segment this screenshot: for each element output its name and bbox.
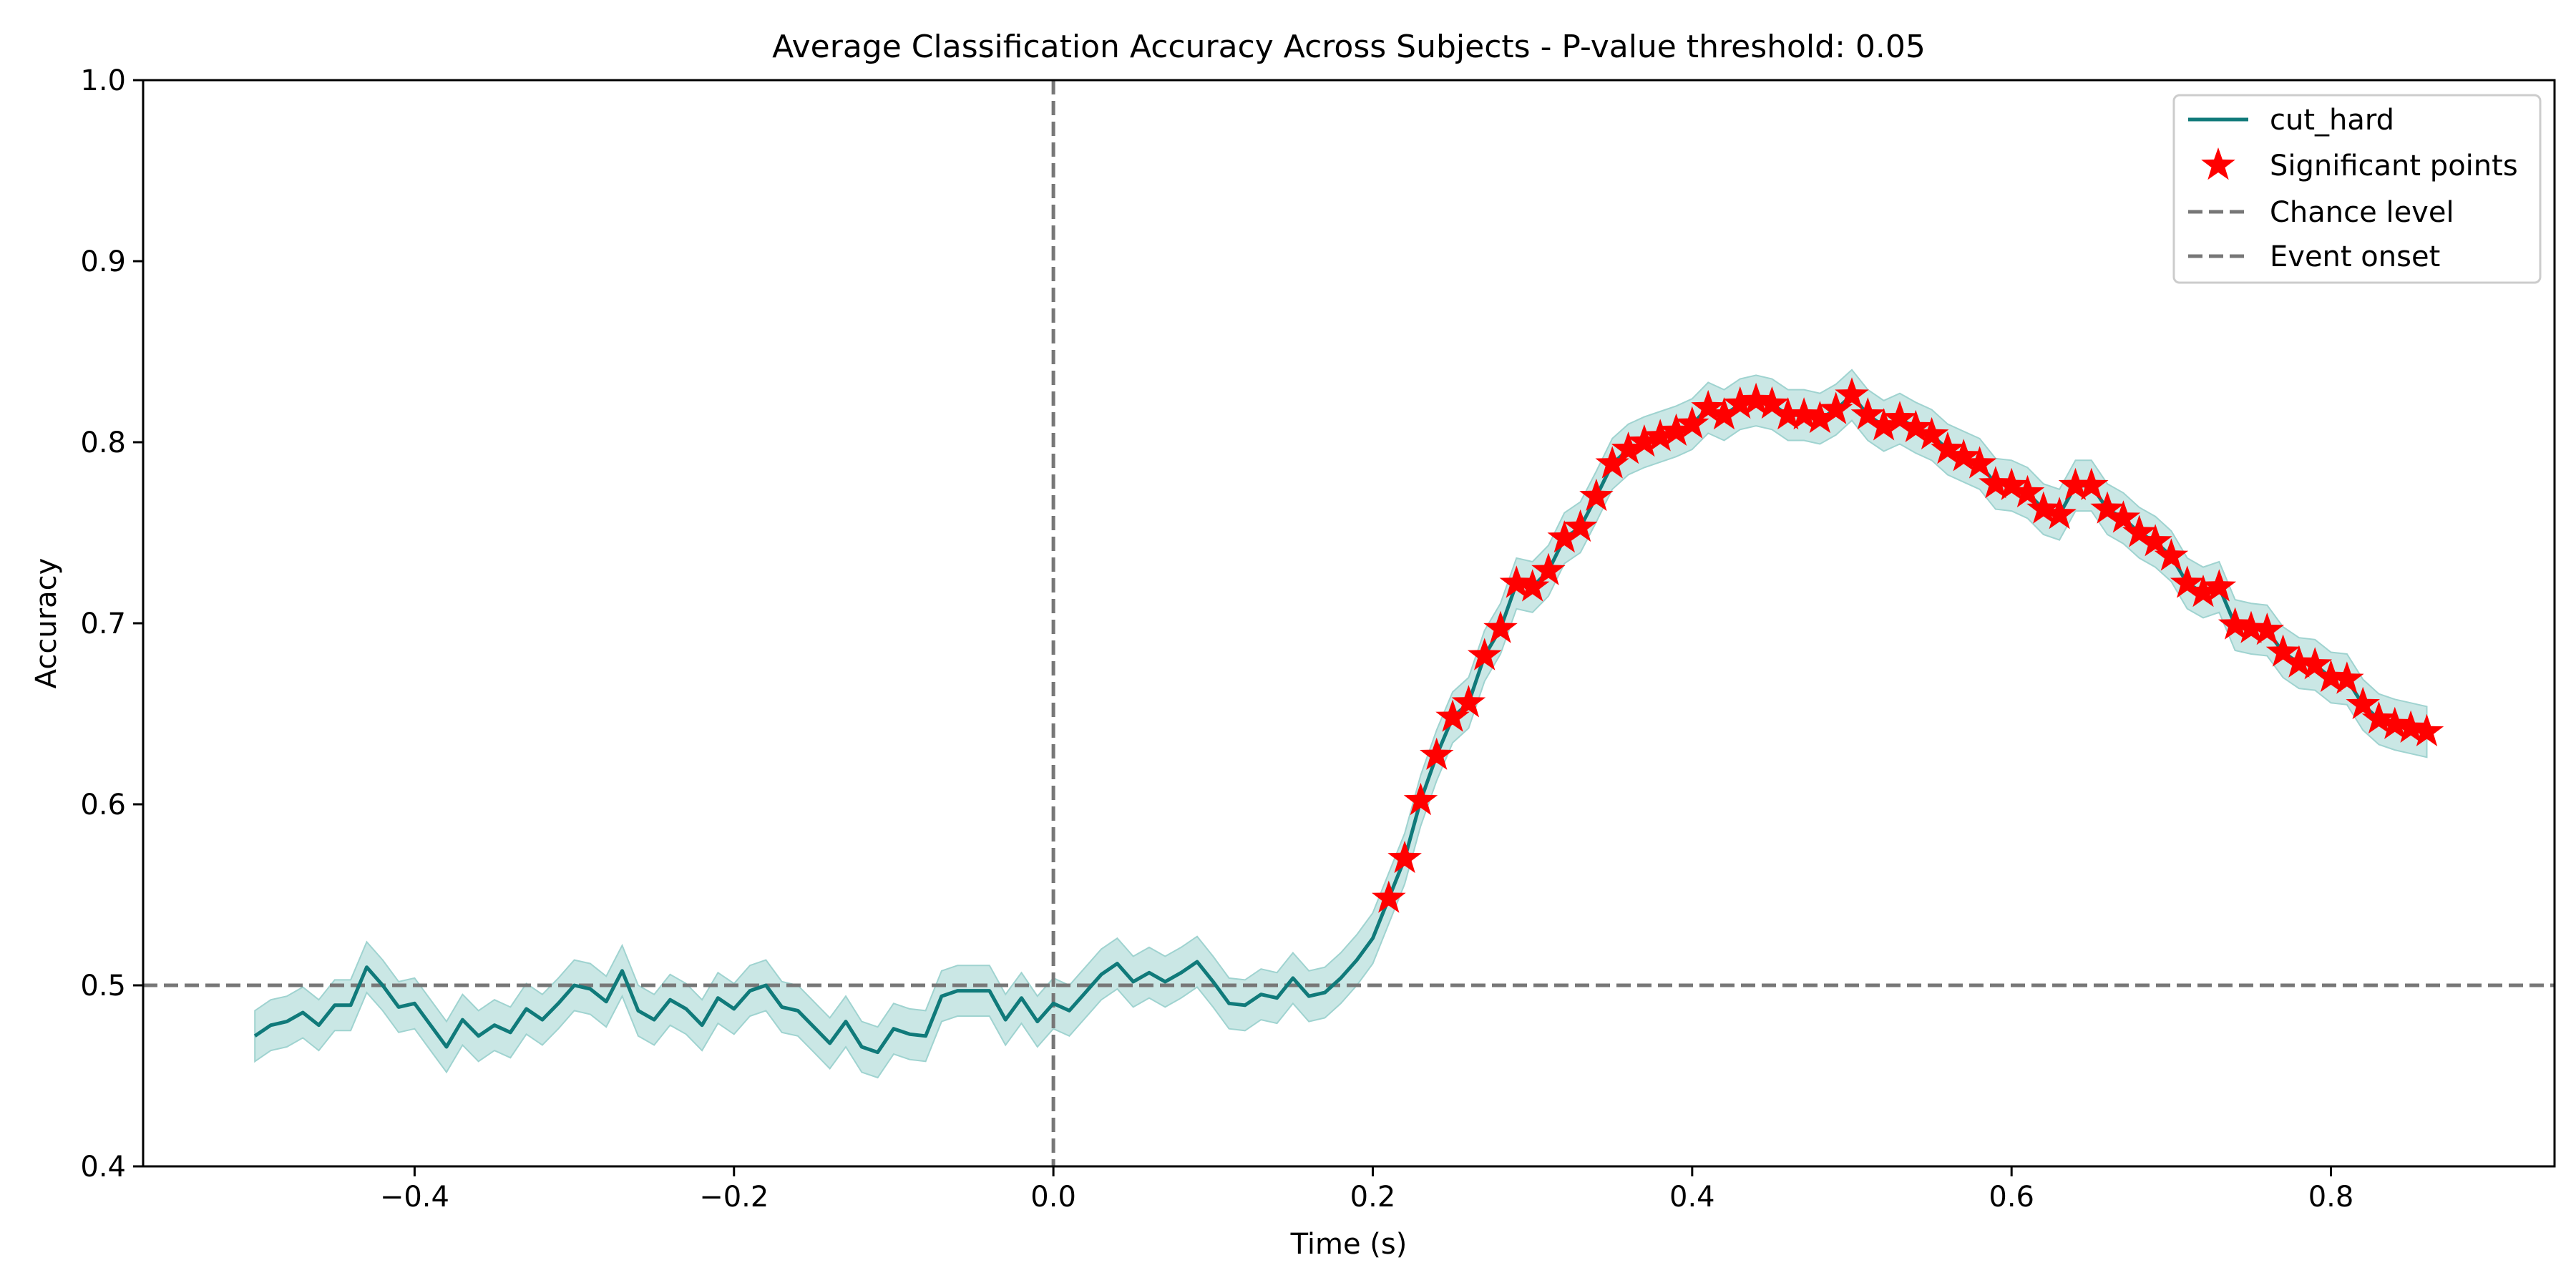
significant-point (1979, 466, 2013, 499)
significant-point (1675, 406, 1709, 439)
significant-point (2409, 713, 2444, 746)
significant-point (2346, 686, 2380, 720)
significant-point (2330, 661, 2364, 694)
significant-point (2250, 613, 2285, 645)
significant-point (2074, 467, 2109, 500)
significant-point (2138, 524, 2172, 557)
significant-point (1435, 699, 1470, 732)
x-tick-label: 0.0 (1030, 1181, 1076, 1214)
x-tick-label: 0.6 (1989, 1181, 2034, 1214)
significant-point (1595, 446, 1629, 479)
significant-point (2282, 645, 2316, 678)
significant-point (1547, 520, 1582, 553)
significant-point (1898, 409, 1933, 442)
significant-point (1627, 424, 1662, 457)
significant-point (1818, 391, 1853, 424)
y-tick-label: 0.7 (80, 608, 126, 640)
y-tick-label: 0.8 (80, 426, 126, 459)
significant-point (1883, 401, 1917, 434)
significant-point (2361, 701, 2396, 734)
significant-point (1579, 478, 1614, 512)
significant-point (2106, 500, 2141, 533)
significant-point (1643, 419, 1677, 452)
y-axis-label: Accuracy (30, 558, 63, 689)
significant-point (1931, 431, 1965, 464)
significant-point (2313, 659, 2348, 693)
confidence-band (254, 369, 2428, 1079)
x-tick-label: 0.8 (2308, 1181, 2354, 1214)
chart-title: Average Classification Accuracy Across S… (772, 29, 1926, 65)
significant-point (2234, 610, 2268, 643)
significant-point (1659, 413, 1694, 446)
significant-point (1515, 569, 1550, 602)
significant-point (1755, 386, 1790, 419)
legend-box (2172, 94, 2542, 284)
significant-point (2026, 491, 2061, 524)
significant-point (1771, 397, 1805, 430)
significant-point (1850, 397, 1885, 430)
significant-point (1531, 552, 1566, 585)
x-axis-label: Time (s) (1290, 1228, 1407, 1261)
y-tick-label: 1.0 (80, 64, 126, 97)
significant-point (1835, 377, 1869, 410)
y-tick-label: 0.5 (80, 970, 126, 1002)
significant-point (2042, 497, 2077, 530)
significant-point (2265, 634, 2301, 667)
y-tick-label: 0.9 (80, 245, 126, 278)
significant-point (1372, 880, 1406, 913)
significant-point (2298, 647, 2332, 680)
significant-point (1483, 610, 1518, 643)
significant-point (1611, 431, 1646, 464)
x-tick-label: 0.2 (1350, 1181, 1396, 1214)
significant-point (1387, 840, 1422, 874)
legend-label-chance: Chance level (2270, 196, 2454, 229)
significant-point (1802, 401, 1838, 434)
legend-label-series: cut_hard (2270, 104, 2394, 137)
significant-point (1866, 408, 1901, 441)
significant-point (1914, 416, 1949, 450)
x-tick-label: −0.4 (380, 1181, 449, 1214)
plot-area (143, 80, 2555, 1166)
significant-point (1962, 446, 1997, 479)
y-tick-label: 0.4 (80, 1151, 126, 1184)
significant-point (1994, 467, 2029, 500)
series-line-cut-hard (253, 393, 2428, 1055)
legend: cut_hard Significant points Chance level… (2172, 94, 2542, 284)
significant-point (1946, 439, 1981, 472)
significant-point (1420, 737, 1454, 770)
significant-point (1403, 782, 1438, 816)
axis-ticks: −0.4 −0.2 0.0 0.2 0.4 0.6 0.8 0.4 0.5 0.6 0.7 0.8 0.… (80, 64, 2353, 1214)
x-tick-label: −0.2 (699, 1181, 769, 1214)
significant-point (2154, 538, 2189, 571)
x-tick-label: 0.4 (1669, 1181, 1715, 1214)
significant-point (2170, 565, 2205, 598)
legend-label-onset: Event onset (2270, 240, 2440, 273)
significant-point (1691, 389, 1725, 423)
significant-point (2090, 491, 2124, 524)
significant-point (2122, 514, 2157, 547)
significant-point (1467, 638, 1502, 670)
legend-label-significant: Significant points (2270, 150, 2518, 182)
significant-point (1707, 397, 1742, 430)
significant-point (2058, 467, 2093, 500)
significant-point (1451, 685, 1486, 718)
significant-point (2010, 474, 2045, 508)
significant-point (1563, 509, 1598, 542)
significant-point (2202, 569, 2237, 602)
y-tick-label: 0.6 (80, 789, 126, 821)
significant-point (2186, 575, 2220, 608)
legend-star-swatch (2201, 147, 2235, 180)
significant-point (1723, 386, 1757, 419)
